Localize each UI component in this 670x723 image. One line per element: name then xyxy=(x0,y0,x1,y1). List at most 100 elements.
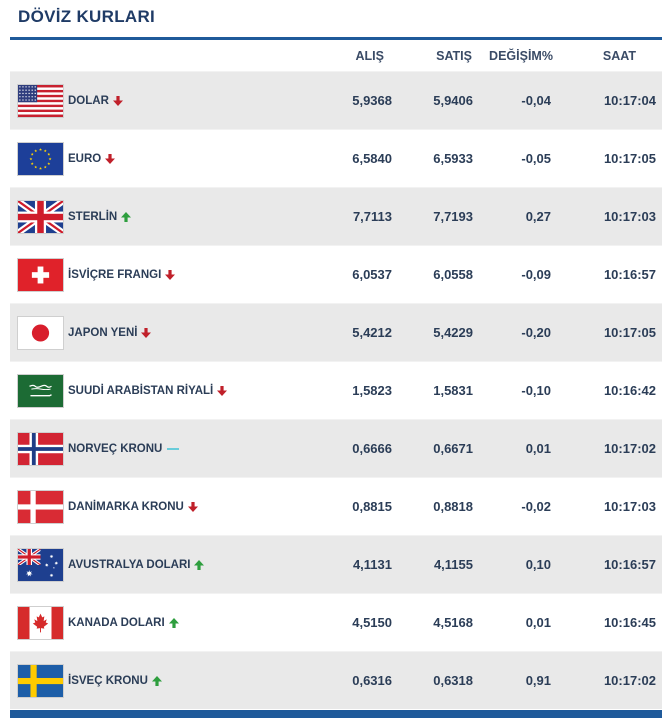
currency-cell: EURO xyxy=(10,141,310,176)
trend-up-icon xyxy=(165,617,180,629)
change-value: 0,01 xyxy=(525,441,551,456)
trend-down-icon xyxy=(184,501,199,513)
change-value: -0,02 xyxy=(521,499,551,514)
buy-value: 6,5840 xyxy=(352,151,392,166)
currency-name: EURO xyxy=(68,152,102,165)
swiss-flag-icon xyxy=(17,257,64,292)
table-row: AVUSTRALYA DOLARI 4,1131 4,1155 0,10 10:… xyxy=(10,535,662,593)
time-value: 10:17:03 xyxy=(603,499,656,514)
table-row: SUUDİ ARABİSTAN RİYALİ 1,5823 1,5831 -0,… xyxy=(10,361,662,419)
table-row: İSVİÇRE FRANGI 6,0537 6,0558 -0,09 10:16… xyxy=(10,245,662,303)
norway-flag-icon xyxy=(17,431,64,466)
time-value: 10:17:05 xyxy=(603,325,656,340)
change-value: -0,05 xyxy=(521,151,551,166)
trend-down-icon xyxy=(161,269,176,281)
sell-value: 4,5168 xyxy=(433,615,473,630)
currency-name: SUUDİ ARABİSTAN RİYALİ xyxy=(68,384,214,397)
time-value: 10:16:45 xyxy=(603,615,656,630)
trend-up-icon xyxy=(148,675,163,687)
buy-value: 6,0537 xyxy=(352,267,392,282)
sell-value: 4,1155 xyxy=(433,557,473,572)
trend-down-icon xyxy=(213,385,228,397)
page-title: DÖVİZ KURLARI xyxy=(18,7,156,26)
currency-cell: DOLAR xyxy=(10,83,310,118)
table-row: DANİMARKA KRONU 0,8815 0,8818 -0,02 10:1… xyxy=(10,477,662,535)
time-value: 10:17:04 xyxy=(603,93,656,108)
change-value: -0,10 xyxy=(521,383,551,398)
currency-name: JAPON YENİ xyxy=(68,326,138,339)
sell-value: 0,8818 xyxy=(433,499,473,514)
buy-value: 4,5150 xyxy=(352,615,392,630)
eu-flag-icon xyxy=(17,141,64,176)
header-buy: ALIŞ xyxy=(355,48,384,63)
saudi-flag-icon xyxy=(17,373,64,408)
change-value: 0,01 xyxy=(525,615,551,630)
table-body: DOLAR 5,9368 5,9406 -0,04 10:17:04 EURO … xyxy=(10,71,662,709)
sell-value: 5,9406 xyxy=(433,93,473,108)
table-row: İSVEÇ KRONU 0,6316 0,6318 0,91 10:17:02 xyxy=(10,651,662,709)
change-value: -0,09 xyxy=(521,267,551,282)
currency-cell: KANADA DOLARI xyxy=(10,605,310,640)
currency-cell: JAPON YENİ xyxy=(10,315,310,350)
sell-value: 1,5831 xyxy=(433,383,473,398)
currency-name: AVUSTRALYA DOLARI xyxy=(68,558,191,571)
trend-down-icon xyxy=(109,95,124,107)
buy-value: 4,1131 xyxy=(352,557,392,572)
sweden-flag-icon xyxy=(17,663,64,698)
canada-flag-icon xyxy=(17,605,64,640)
currency-cell: DANİMARKA KRONU xyxy=(10,489,310,524)
denmark-flag-icon xyxy=(17,489,64,524)
table-row: EURO 6,5840 6,5933 -0,05 10:17:05 xyxy=(10,129,662,187)
time-value: 10:17:05 xyxy=(603,151,656,166)
currency-cell: STERLİN xyxy=(10,199,310,234)
table-row: KANADA DOLARI 4,5150 4,5168 0,01 10:16:4… xyxy=(10,593,662,651)
sell-value: 5,4229 xyxy=(433,325,473,340)
australia-flag-icon xyxy=(17,547,64,582)
currency-name: KANADA DOLARI xyxy=(68,616,165,629)
trend-flat-icon xyxy=(162,443,180,455)
sell-value: 0,6671 xyxy=(433,441,473,456)
table-row: STERLİN 7,7113 7,7193 0,27 10:17:03 xyxy=(10,187,662,245)
trend-up-icon xyxy=(190,559,205,571)
header-change: DEĞİŞİM% xyxy=(489,48,553,63)
change-value: 0,27 xyxy=(525,209,551,224)
sell-value: 0,6318 xyxy=(433,673,473,688)
time-value: 10:17:02 xyxy=(603,441,656,456)
buy-value: 0,8815 xyxy=(352,499,392,514)
buy-value: 0,6316 xyxy=(352,673,392,688)
table-header: ALIŞ SATIŞ DEĞİŞİM% SAAT xyxy=(10,40,662,71)
exchange-rates-table: ALIŞ SATIŞ DEĞİŞİM% SAAT DOLAR 5,9368 5,… xyxy=(10,37,662,718)
buy-value: 5,9368 xyxy=(352,93,392,108)
change-value: 0,10 xyxy=(525,557,551,572)
change-value: 0,91 xyxy=(525,673,551,688)
currency-name: DOLAR xyxy=(68,94,109,107)
table-row: NORVEÇ KRONU 0,6666 0,6671 0,01 10:17:02 xyxy=(10,419,662,477)
sell-value: 6,5933 xyxy=(433,151,473,166)
trend-down-icon xyxy=(137,327,152,339)
buy-value: 0,6666 xyxy=(352,441,392,456)
us-flag-icon xyxy=(17,83,64,118)
trend-up-icon xyxy=(117,211,132,223)
time-value: 10:16:42 xyxy=(603,383,656,398)
table-row: DOLAR 5,9368 5,9406 -0,04 10:17:04 xyxy=(10,71,662,129)
currency-cell: İSVİÇRE FRANGI xyxy=(10,257,310,292)
japan-flag-icon xyxy=(17,315,64,350)
header-sell: SATIŞ xyxy=(436,48,472,63)
currency-name: DANİMARKA KRONU xyxy=(68,500,184,513)
currency-cell: İSVEÇ KRONU xyxy=(10,663,310,698)
currency-name: İSVİÇRE FRANGI xyxy=(68,268,162,281)
trend-down-icon xyxy=(101,153,116,165)
time-value: 10:17:02 xyxy=(603,673,656,688)
buy-value: 1,5823 xyxy=(352,383,392,398)
time-value: 10:17:03 xyxy=(603,209,656,224)
currency-name: İSVEÇ KRONU xyxy=(68,674,148,687)
currency-name: STERLİN xyxy=(68,210,118,223)
currency-cell: SUUDİ ARABİSTAN RİYALİ xyxy=(10,373,310,408)
time-value: 10:16:57 xyxy=(603,267,656,282)
change-value: -0,04 xyxy=(521,93,551,108)
currency-cell: NORVEÇ KRONU xyxy=(10,431,310,466)
uk-flag-icon xyxy=(17,199,64,234)
time-value: 10:16:57 xyxy=(603,557,656,572)
currency-name: NORVEÇ KRONU xyxy=(68,442,163,455)
change-value: -0,20 xyxy=(521,325,551,340)
